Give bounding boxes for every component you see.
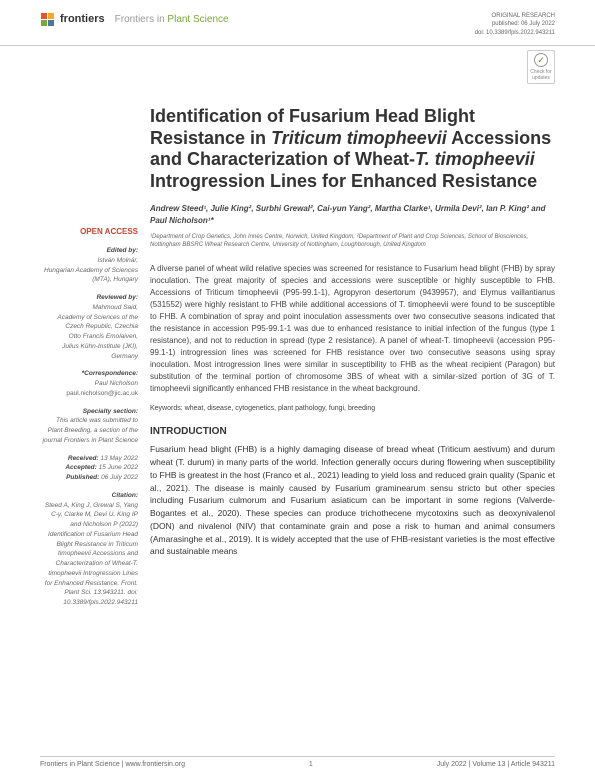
published-label: Published:	[66, 474, 99, 481]
frontiers-icon	[40, 12, 54, 26]
specialty-text: This article was submitted to Plant Bree…	[40, 416, 138, 445]
published-date: 06 July 2022	[101, 474, 138, 481]
pub-date: published: 06 July 2022	[475, 20, 555, 28]
logo-text: frontiers	[60, 13, 105, 25]
title-part-3: T. timopheevii	[415, 149, 535, 169]
citation-label: Citation:	[40, 491, 138, 501]
footer-page-number: 1	[309, 761, 313, 768]
logo-sub-highlight: Plant Science	[167, 14, 228, 25]
main-column: Identification of Fusarium Head Blight R…	[150, 46, 555, 608]
correspondence-label: *Correspondence:	[40, 369, 138, 379]
pub-doi: doi: 10.3389/fpls.2022.943211	[475, 29, 555, 37]
authors: Andrew Steed¹, Julie King², Surbhi Grewa…	[150, 203, 555, 227]
accepted-label: Accepted:	[65, 464, 96, 471]
reviewer2-affil: Julius Kühn-Institute (JKI), Germany	[40, 342, 138, 362]
received-label: Received:	[68, 455, 99, 462]
publication-info: ORIGINAL RESEARCH published: 06 July 202…	[475, 12, 555, 37]
accepted-date: 15 June 2022	[99, 464, 138, 471]
logo-subtitle: Frontiers in Plant Science	[115, 14, 229, 25]
editor-name: István Molnár,	[40, 256, 138, 266]
check-line2: updates	[532, 75, 550, 81]
title-part-1: Triticum timopheevii	[271, 128, 447, 148]
reviewer1-affil: Academy of Sciences of the Czech Republi…	[40, 313, 138, 333]
page-footer: Frontiers in Plant Science | www.frontie…	[40, 756, 555, 768]
keywords-label: Keywords:	[150, 405, 183, 412]
abstract: A diverse panel of wheat wild relative s…	[150, 263, 555, 395]
received-date: 13 May 2022	[100, 455, 138, 462]
page-content: OPEN ACCESS Edited by: István Molnár, Hu…	[0, 46, 595, 608]
sidebar: OPEN ACCESS Edited by: István Molnár, Hu…	[40, 46, 150, 608]
edited-by-label: Edited by:	[40, 246, 138, 256]
correspondence-name: Paul Nicholson	[40, 379, 138, 389]
reviewer2-name: Otto Francis Emolaiven,	[40, 332, 138, 342]
check-updates-badge[interactable]: ✓ Check for updates	[527, 50, 555, 84]
affiliations: ¹Department of Crop Genetics, John Innes…	[150, 233, 555, 250]
reviewed-by-label: Reviewed by:	[40, 293, 138, 303]
footer-right: July 2022 | Volume 13 | Article 943211	[437, 761, 555, 768]
citation-text: Steed A, King J, Grewal S, Yang C-y, Cla…	[40, 501, 138, 608]
intro-heading: INTRODUCTION	[150, 426, 555, 437]
dates-block: Received: 13 May 2022 Accepted: 15 June …	[40, 454, 138, 483]
logo-sub-prefix: Frontiers in	[115, 14, 168, 25]
journal-logo: frontiers Frontiers in Plant Science	[40, 12, 229, 26]
specialty-label: Specialty section:	[40, 407, 138, 417]
footer-left: Frontiers in Plant Science | www.frontie…	[40, 761, 185, 768]
open-access-label: OPEN ACCESS	[40, 226, 138, 238]
correspondence-email: paul.nicholson@jic.ac.uk	[40, 389, 138, 399]
page-header: frontiers Frontiers in Plant Science ORI…	[0, 0, 595, 46]
editor-affil: Hungarian Academy of Sciences (MTA), Hun…	[40, 266, 138, 286]
pub-type: ORIGINAL RESEARCH	[475, 12, 555, 20]
intro-text: Fusarium head blight (FHB) is a highly d…	[150, 443, 555, 558]
keywords: Keywords: wheat, disease, cytogenetics, …	[150, 405, 555, 412]
reviewer1-name: Mahmoud Said,	[40, 303, 138, 313]
check-icon: ✓	[534, 53, 548, 67]
article-title: Identification of Fusarium Head Blight R…	[150, 106, 555, 192]
title-part-4: Introgression Lines for Enhanced Resista…	[150, 171, 537, 191]
keywords-text: wheat, disease, cytogenetics, plant path…	[185, 405, 376, 412]
